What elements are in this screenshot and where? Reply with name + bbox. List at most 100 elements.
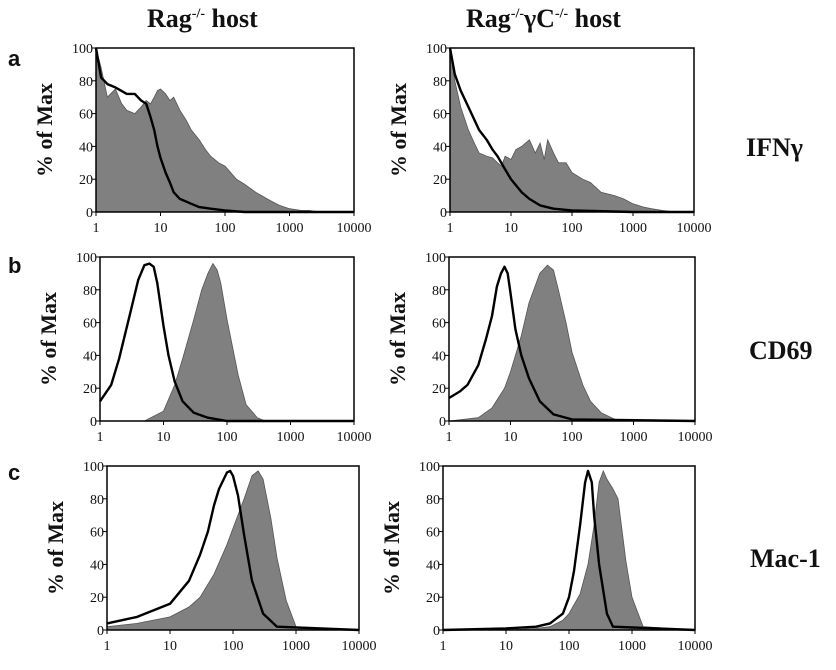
y-tick-label: 60 <box>432 317 446 332</box>
y-tick-label: 20 <box>426 591 440 606</box>
x-tick-label: 10000 <box>678 430 713 445</box>
histogram-panel-b-rag-gc: 0 20 40 60 80 100 1 10 100 1000 10000 % of Max <box>385 251 713 445</box>
y-tick-label: 60 <box>90 526 104 541</box>
x-tick-label: 1 <box>440 639 447 654</box>
y-tick-label: 40 <box>432 349 446 364</box>
y-tick-label: 100 <box>426 42 447 57</box>
row-label-mac1: Mac-1 <box>750 544 821 573</box>
row-label-ifng: IFNγ <box>746 133 803 162</box>
line-histogram <box>448 47 694 214</box>
x-tick-label: 1000 <box>282 639 310 654</box>
y-tick-label: 0 <box>90 415 97 430</box>
filled-histogram <box>443 469 696 631</box>
x-tick-label: 100 <box>562 221 583 236</box>
filled-histogram <box>448 264 695 422</box>
column-title-rag-gc: Rag-/-γC-/- host <box>466 4 621 33</box>
filled-histogram <box>95 47 354 213</box>
y-tick-label: 20 <box>83 382 97 397</box>
panel-letter-c: c <box>8 460 21 485</box>
x-tick-label: 10 <box>157 430 171 445</box>
y-tick-label: 80 <box>433 75 447 90</box>
y-tick-label: 0 <box>86 206 93 221</box>
x-tick-label: 100 <box>223 639 244 654</box>
x-tick-label: 10000 <box>342 639 377 654</box>
y-axis-label: % of Max <box>32 83 57 177</box>
x-tick-label: 1 <box>447 221 454 236</box>
plot-frame <box>442 465 696 631</box>
x-tick-label: 10000 <box>677 221 712 236</box>
x-tick-label: 1000 <box>277 430 305 445</box>
x-tick-label: 10000 <box>337 430 372 445</box>
y-axis-label: % of Max <box>43 501 68 595</box>
y-tick-label: 40 <box>83 349 97 364</box>
filled-histogram <box>449 47 694 213</box>
x-tick-label: 1 <box>446 430 453 445</box>
y-axis-label: % of Max <box>385 292 410 386</box>
line-histogram <box>448 265 696 423</box>
y-tick-label: 80 <box>90 493 104 508</box>
x-tick-label: 1 <box>97 430 104 445</box>
panel-letter-b: b <box>8 253 22 278</box>
panel-letter-a: a <box>8 46 21 71</box>
x-tick-label: 10 <box>504 221 518 236</box>
y-tick-label: 80 <box>83 284 97 299</box>
y-tick-label: 20 <box>433 173 447 188</box>
y-tick-label: 20 <box>90 591 104 606</box>
y-tick-label: 100 <box>72 42 93 57</box>
y-tick-label: 0 <box>433 624 440 639</box>
y-tick-label: 20 <box>432 382 446 397</box>
y-tick-label: 80 <box>432 284 446 299</box>
x-tick-label: 10 <box>163 639 177 654</box>
line-histogram <box>442 469 696 632</box>
line-histogram <box>106 469 360 632</box>
y-tick-label: 20 <box>79 173 93 188</box>
y-tick-label: 0 <box>439 415 446 430</box>
x-tick-label: 1000 <box>618 639 646 654</box>
x-tick-label: 1 <box>93 221 100 236</box>
y-tick-label: 100 <box>83 460 104 475</box>
x-tick-label: 10 <box>499 639 513 654</box>
x-tick-label: 100 <box>559 639 580 654</box>
y-tick-label: 80 <box>79 75 93 90</box>
x-tick-label: 10000 <box>678 639 713 654</box>
x-tick-label: 1000 <box>620 430 648 445</box>
y-tick-label: 40 <box>426 558 440 573</box>
line-histogram <box>99 262 354 423</box>
y-tick-label: 60 <box>83 317 97 332</box>
y-axis-label: % of Max <box>386 83 411 177</box>
y-tick-label: 80 <box>426 493 440 508</box>
filled-histogram <box>106 470 360 631</box>
y-tick-label: 100 <box>76 251 97 266</box>
filled-histogram <box>100 262 354 422</box>
y-tick-label: 60 <box>79 108 93 123</box>
x-tick-label: 100 <box>217 430 238 445</box>
y-axis-label: % of Max <box>379 501 404 595</box>
y-tick-label: 40 <box>433 140 447 155</box>
histogram-panel-b-rag: 0 20 40 60 80 100 1 10 100 1000 10000 % of Max <box>36 251 372 445</box>
line-histogram <box>94 47 354 214</box>
y-axis-label: % of Max <box>36 292 61 386</box>
y-tick-label: 100 <box>425 251 446 266</box>
y-tick-label: 40 <box>90 558 104 573</box>
histogram-panel-a-rag-gc: 0 20 40 60 80 100 1 10 100 1000 10000 % of Max <box>386 42 712 236</box>
histogram-panel-a-rag: 0 20 40 60 80 100 1 10 100 1000 10000 % of Max <box>32 42 372 236</box>
y-tick-label: 0 <box>440 206 447 221</box>
y-tick-label: 60 <box>426 526 440 541</box>
y-tick-label: 60 <box>433 108 447 123</box>
y-tick-label: 40 <box>79 140 93 155</box>
x-tick-label: 100 <box>562 430 583 445</box>
histogram-panel-c-rag-gc: 0 20 40 60 80 100 1 10 100 1000 10000 % of Max <box>379 460 713 654</box>
y-tick-label: 0 <box>97 624 104 639</box>
x-tick-label: 1000 <box>619 221 647 236</box>
x-tick-label: 1 <box>104 639 111 654</box>
y-tick-label: 100 <box>419 460 440 475</box>
column-title-rag: Rag-/- host <box>147 4 258 33</box>
row-label-cd69: CD69 <box>749 336 813 365</box>
x-tick-label: 100 <box>215 221 236 236</box>
x-tick-label: 10 <box>154 221 168 236</box>
x-tick-label: 10 <box>504 430 518 445</box>
x-tick-label: 1000 <box>276 221 304 236</box>
x-tick-label: 10000 <box>337 221 372 236</box>
